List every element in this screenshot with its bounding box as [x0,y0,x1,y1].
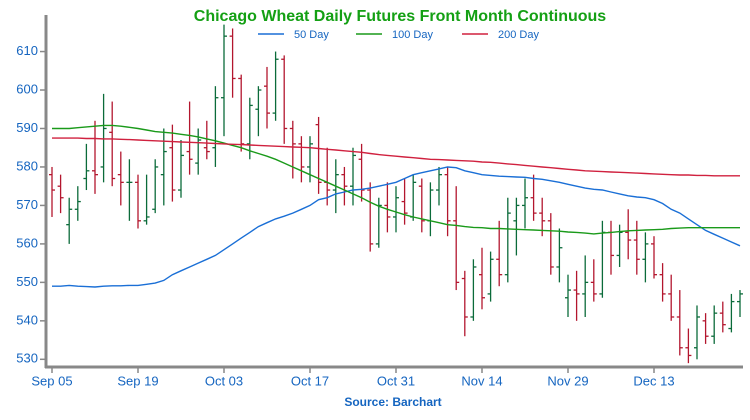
ma-line [52,124,740,235]
source-note: Source: Barchart [344,395,441,409]
ma-line [52,137,740,177]
y-tick-label: 570 [16,197,38,212]
x-tick-label: Sep 05 [31,373,72,388]
y-tick-label: 610 [16,43,38,58]
x-tick-label: Oct 31 [377,373,415,388]
legend-label: 50 Day [294,29,329,41]
x-tick-label: Nov 14 [461,373,502,388]
x-tick-label: Dec 13 [633,373,674,388]
ma-line [52,166,741,288]
y-tick-label: 590 [16,120,38,135]
x-tick-label: Nov 29 [547,373,588,388]
y-tick-label: 600 [16,81,38,96]
y-tick-label: 560 [16,235,38,250]
x-tick-label: Oct 03 [205,373,243,388]
x-tick-label: Oct 17 [291,373,329,388]
legend-label: 200 Day [498,29,539,41]
chart-title: Chicago Wheat Daily Futures Front Month … [194,8,607,25]
x-tick-label: Sep 19 [117,373,158,388]
y-tick-label: 550 [16,274,38,289]
y-tick-label: 530 [16,351,38,366]
y-tick-label: 540 [16,312,38,327]
y-tick-label: 580 [16,158,38,173]
legend-label: 100 Day [392,29,433,41]
